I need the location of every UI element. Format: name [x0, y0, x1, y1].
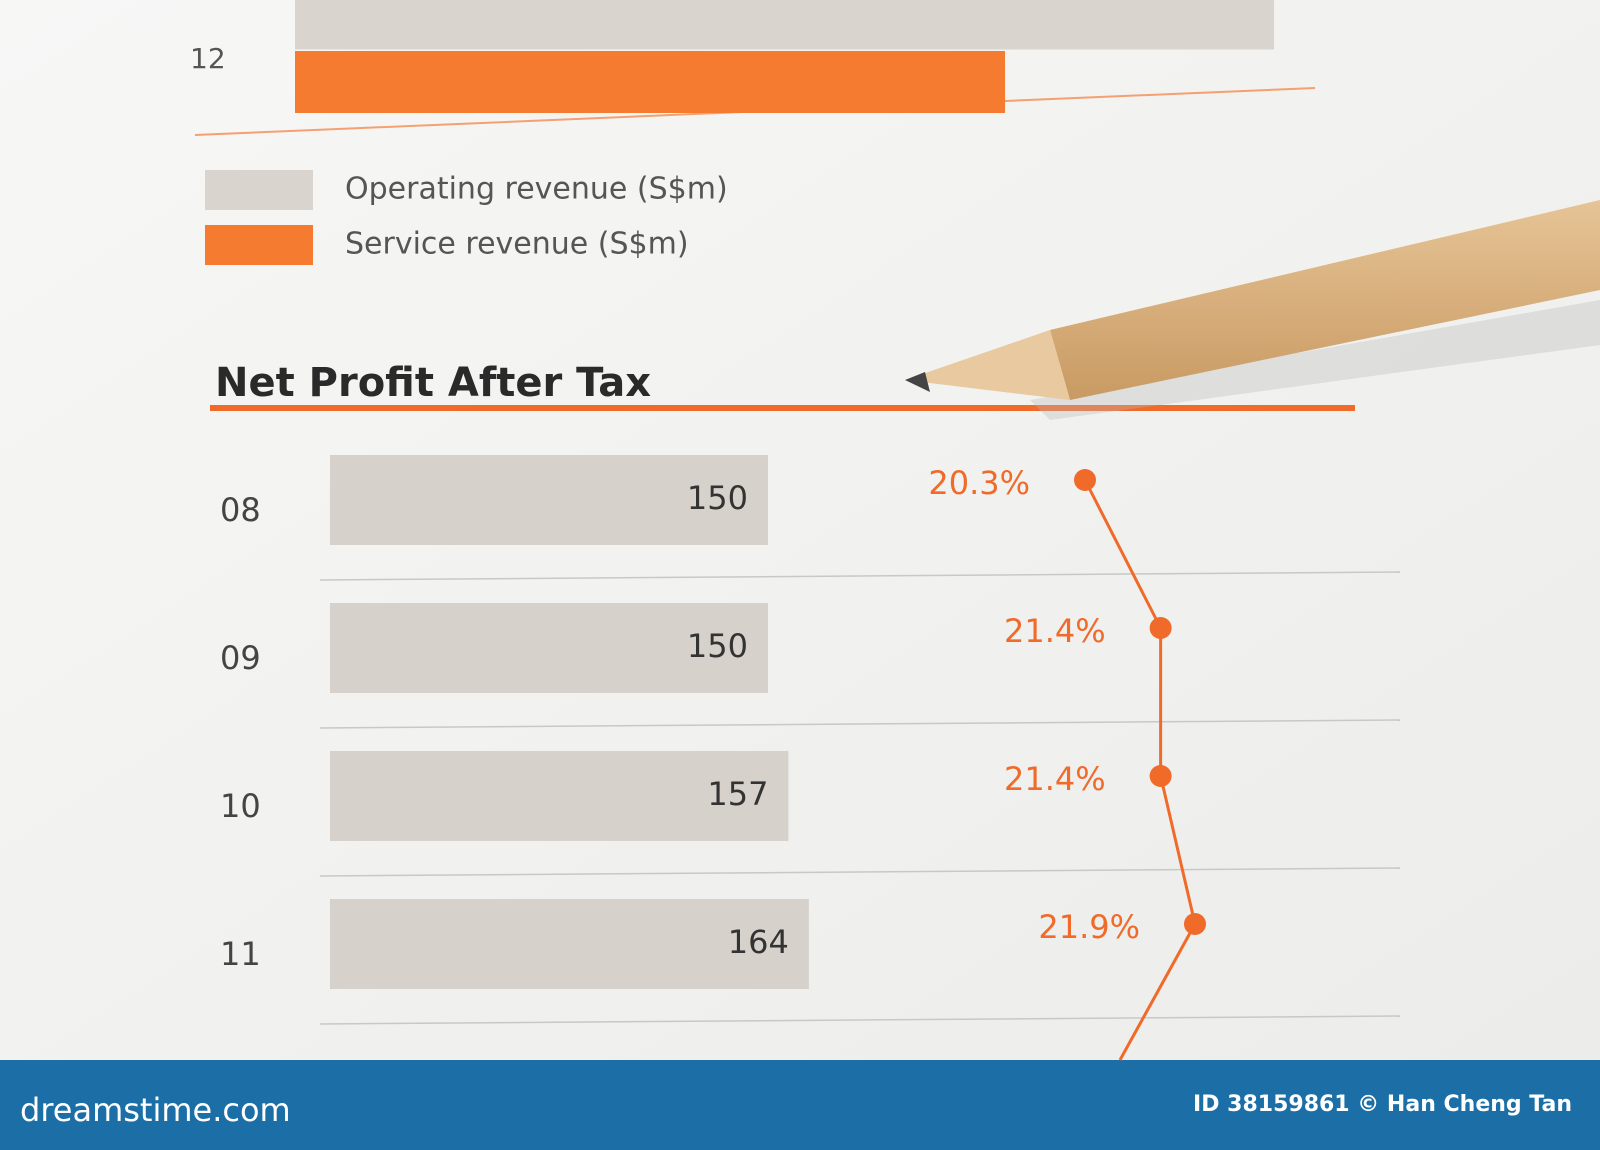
pencil — [905, 200, 1600, 420]
row-separator — [319, 867, 1401, 877]
bar — [330, 603, 768, 693]
bar — [330, 455, 768, 545]
title-rule — [210, 405, 1355, 411]
bar-value-label: 150 — [687, 479, 748, 517]
margin-label: 21.4% — [1004, 612, 1106, 650]
y-tick-label: 12 — [190, 42, 226, 75]
margin-label: 20.3% — [928, 464, 1030, 502]
margin-dot — [1074, 469, 1096, 491]
bar — [295, 51, 1006, 113]
row-separator — [319, 719, 1401, 729]
footer-site: dreamstime.com — [20, 1091, 291, 1129]
margin-label: 21.9% — [1038, 908, 1140, 946]
y-tick-label: 11 — [220, 935, 261, 973]
bar-value-label: 157 — [707, 775, 768, 813]
bar — [330, 751, 789, 841]
y-tick-label: 08 — [220, 491, 261, 529]
margin-label: 21.4% — [1004, 760, 1106, 798]
row-separator — [319, 571, 1401, 581]
row-separator — [319, 1015, 1401, 1025]
y-tick-label: 09 — [220, 639, 261, 677]
legend-swatch — [205, 170, 313, 210]
legend-swatch — [205, 225, 313, 265]
margin-line-continuation — [1118, 923, 1197, 1061]
margin-dot — [1184, 913, 1206, 935]
legend-label: Operating revenue (S$m) — [345, 172, 728, 207]
legend-label: Service revenue (S$m) — [345, 227, 689, 262]
margin-dot — [1149, 617, 1172, 639]
bar-value-label: 164 — [728, 923, 789, 961]
bar — [295, 0, 1275, 50]
margin-line — [1083, 479, 1197, 925]
footer-credit: ID 38159861 © Han Cheng Tan — [1193, 1092, 1572, 1117]
bar — [330, 899, 809, 989]
bar-value-label: 150 — [687, 627, 748, 665]
footer-bar — [0, 1060, 1600, 1150]
chart-title: Net Profit After Tax — [215, 360, 651, 406]
y-tick-label: 10 — [220, 787, 261, 825]
margin-dot — [1149, 765, 1172, 787]
